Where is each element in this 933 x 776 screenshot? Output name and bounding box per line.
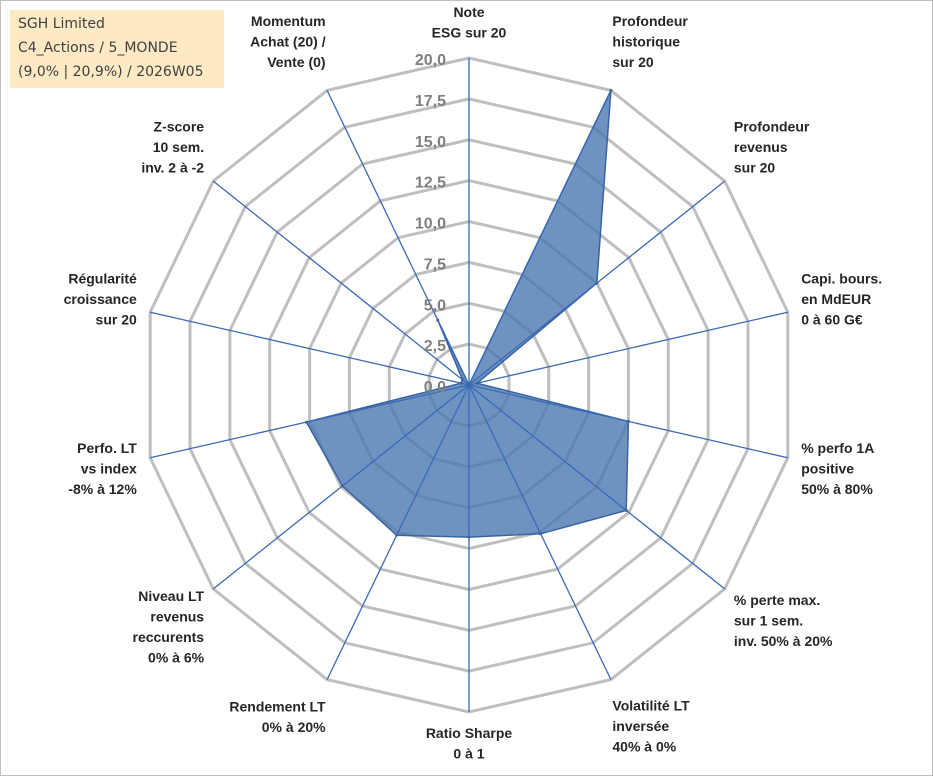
data-point [595,281,599,285]
tick-label: 20,0 [415,52,446,69]
axis-spoke [468,384,726,590]
axis-spoke [212,384,470,590]
axis-spoke [326,90,470,386]
data-point [461,378,465,382]
tick-label: 7,5 [424,256,446,273]
company-name: SGH Limited [18,16,105,32]
tick-label: 12,5 [415,175,446,192]
data-point [459,381,463,385]
axis-spoke [326,384,470,680]
tick-label: 15,0 [415,134,446,151]
axis-spoke [212,180,470,386]
data-point [539,532,543,536]
data-area [305,90,630,538]
tick-label: 10,0 [415,216,446,233]
tick-label: 0,0 [424,379,446,396]
tick-label: 17,5 [415,93,446,110]
axis-label: Volatilité LT inversée 40% à 0% [612,697,690,754]
data-point [395,533,399,537]
data-point [626,419,630,423]
data-point [467,535,471,539]
data-point [475,381,479,385]
info-box: SGH Limited C4_Actions / 5_MONDE (9,0% |… [10,10,224,88]
axis-label: Profondeur historique sur 20 [612,13,688,70]
axis-label: Momentum Achat (20) / Vente (0) [250,13,326,70]
axis-label: Z-score 10 sem. inv. 2 à -2 [141,119,204,176]
axis-spoke [468,384,612,680]
period-label: (9,0% | 20,9%) / 2026W05 [18,64,204,80]
axis-label: % perfo 1A positive 50% à 80% [801,440,874,497]
axis-spoke [468,311,788,386]
data-point [304,420,308,424]
data-point [436,318,440,322]
axis-label: Niveau LT revenus reccurents 0% à 6% [133,588,205,666]
axis-label: % perte max. sur 1 sem. inv. 50% à 20% [734,592,833,649]
tick-label: 5,0 [424,297,446,314]
data-point [467,383,471,387]
axis-spoke [150,311,470,386]
data-point [340,484,344,488]
axis-label: Perfo. LT vs index -8% à 12% [68,440,137,497]
axis-label: Profondeur revenus sur 20 [734,119,810,176]
tick-label: 2,5 [424,338,446,355]
axis-label: Capi. bours. en MdEUR 0 à 60 G€ [801,271,882,328]
portfolio-label: C4_Actions / 5_MONDE [18,40,178,56]
axis-spoke [150,384,470,459]
axis-label: Rendement LT 0% à 20% [229,698,326,735]
axis-label: Ratio Sharpe 0 à 1 [426,725,513,762]
axis-label: Régularité croissance sur 20 [64,271,137,328]
data-point [609,88,613,92]
data-point [624,508,628,512]
axis-spoke [468,90,612,386]
axis-label: Note ESG sur 20 [432,4,507,41]
